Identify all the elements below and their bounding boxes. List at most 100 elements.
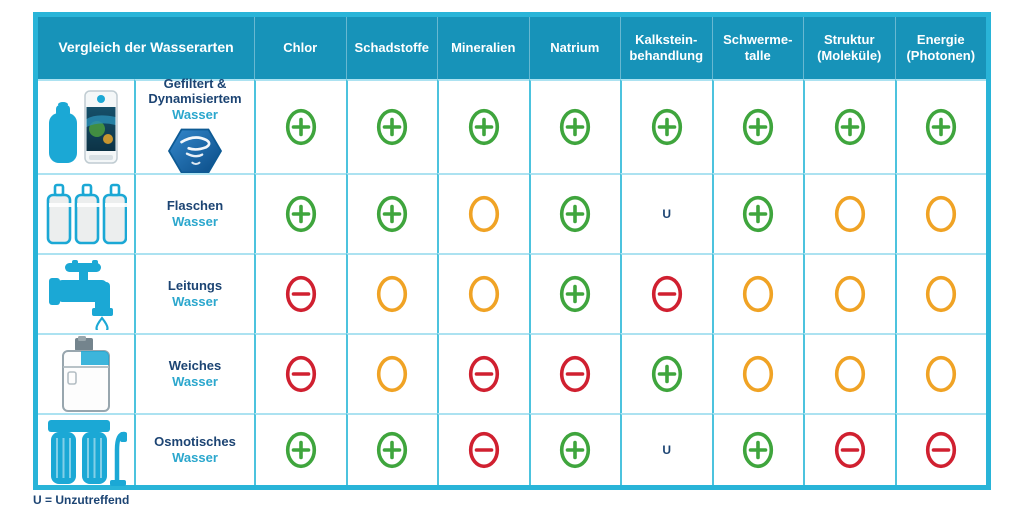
header-col-struktur: Struktur (Moleküle) [803,17,895,79]
row-label-line2: Wasser [172,293,218,309]
negative-minus-cell [437,333,529,413]
negative-minus-icon [285,275,316,313]
positive-plus-icon [377,195,408,233]
neutral-circle-icon [468,275,499,313]
header-col-energie: Energie (Photonen) [894,17,986,79]
positive-plus-cell [711,413,803,485]
row-label-leitungs: Leitungs Wasser [134,253,254,333]
positive-plus-cell [528,79,620,173]
row-label-line1: Flaschen [166,197,224,213]
positive-plus-icon [743,195,774,233]
negative-minus-cell [437,413,529,485]
neutral-circle-icon [834,275,865,313]
comparison-grid: Vergleich der Wasserarten Chlor Schadsto… [38,17,986,486]
row-label-line1: Weiches [168,357,222,373]
neutral-circle-cell [711,333,803,413]
row-label-line2: Wasser [172,106,218,122]
negative-minus-icon [468,355,499,393]
neutral-circle-icon [377,355,408,393]
neutral-circle-cell [803,173,895,253]
positive-plus-icon [377,108,408,146]
negative-minus-icon [468,431,499,469]
water-bottles-icon [38,173,134,253]
positive-plus-cell [528,173,620,253]
negative-minus-cell [254,253,346,333]
neutral-circle-icon [926,195,957,233]
positive-plus-cell [620,79,712,173]
positive-plus-icon [285,108,316,146]
positive-plus-cell [803,79,895,173]
positive-plus-cell [620,333,712,413]
negative-minus-cell [528,333,620,413]
u-mark: U [662,443,672,457]
u-mark-cell: U [620,173,712,253]
positive-plus-cell [254,173,346,253]
row-label-osmotisches: Osmotisches Wasser [134,413,254,485]
filtered-water-product-icon [38,79,134,173]
positive-plus-icon [651,108,682,146]
neutral-circle-cell [894,173,986,253]
neutral-circle-icon [377,275,408,313]
tap-faucet-icon [38,253,134,333]
negative-minus-icon [834,431,865,469]
positive-plus-cell [711,173,803,253]
positive-plus-icon [560,108,591,146]
negative-minus-cell [803,413,895,485]
positive-plus-icon [468,108,499,146]
positive-plus-cell [711,79,803,173]
header-col-chlor: Chlor [254,17,346,79]
positive-plus-icon [285,431,316,469]
positive-plus-icon [560,431,591,469]
positive-plus-icon [560,275,591,313]
row-label-gefiltert: Gefiltert & Dynamisiertem Wasser [134,75,254,174]
header-col-schadstoffe: Schadstoffe [345,17,437,79]
neutral-circle-cell [894,333,986,413]
negative-minus-cell [620,253,712,333]
positive-plus-icon [377,431,408,469]
neutral-circle-cell [803,253,895,333]
positive-plus-icon [285,195,316,233]
positive-plus-cell [254,413,346,485]
negative-minus-icon [651,275,682,313]
header-title-cell: Vergleich der Wasserarten [38,17,254,79]
row-label-flaschen: Flaschen Wasser [134,173,254,253]
neutral-circle-cell [803,333,895,413]
header-col-schwermetalle: Schwerme- talle [711,17,803,79]
positive-plus-cell [345,79,437,173]
neutral-circle-icon [468,195,499,233]
positive-plus-icon [651,355,682,393]
positive-plus-cell [254,79,346,173]
row-label-weiches: Weiches Wasser [134,333,254,413]
neutral-circle-icon [926,275,957,313]
row-label-line1: Gefiltert & Dynamisiertem [148,75,242,106]
negative-minus-icon [285,355,316,393]
legend-u-unzutreffend: U = Unzutreffend [33,493,130,507]
positive-plus-cell [437,79,529,173]
row-label-line2: Wasser [172,373,218,389]
water-softener-icon [38,333,134,413]
row-label-line1: Leitungs [167,277,223,293]
positive-plus-icon [743,431,774,469]
neutral-circle-icon [926,355,957,393]
osmosis-filter-icon [38,413,134,486]
neutral-circle-cell [711,253,803,333]
vortex-badge-icon [166,125,224,177]
positive-plus-icon [743,108,774,146]
positive-plus-cell [345,413,437,485]
header-col-kalksteinbehandlung: Kalkstein- behandlung [620,17,712,79]
positive-plus-icon [560,195,591,233]
row-label-line1: Osmotisches [154,433,236,449]
neutral-circle-cell [345,333,437,413]
neutral-circle-cell [437,173,529,253]
neutral-circle-icon [834,195,865,233]
neutral-circle-icon [834,355,865,393]
positive-plus-icon [834,108,865,146]
positive-plus-icon [926,108,957,146]
comparison-table: Vergleich der Wasserarten Chlor Schadsto… [33,12,991,490]
negative-minus-icon [560,355,591,393]
u-mark-cell: U [620,413,712,485]
positive-plus-cell [528,253,620,333]
negative-minus-cell [254,333,346,413]
neutral-circle-cell [894,253,986,333]
